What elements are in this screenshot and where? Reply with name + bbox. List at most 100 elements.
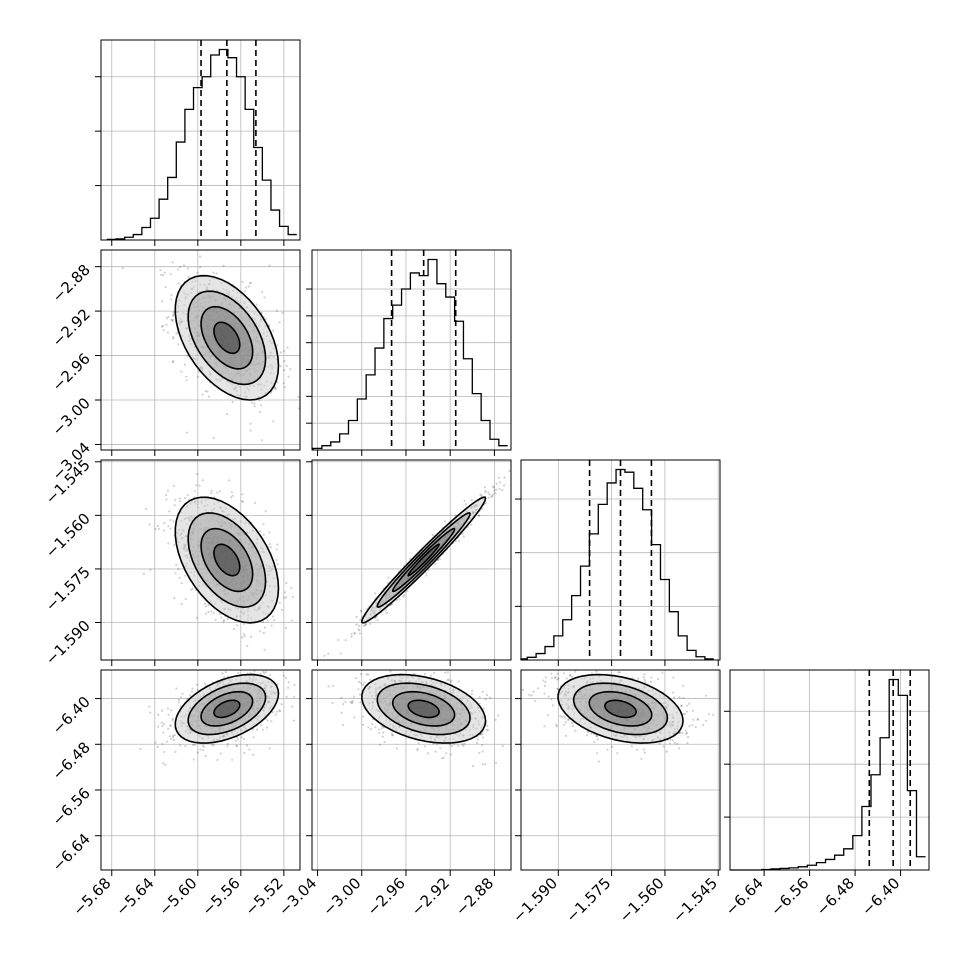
sample-point xyxy=(180,370,183,373)
sample-point xyxy=(350,633,353,636)
sample-point xyxy=(270,624,273,627)
sample-point xyxy=(276,683,279,686)
sample-point xyxy=(148,523,151,526)
sample-point xyxy=(481,750,484,753)
sample-point xyxy=(440,757,444,760)
sample-point xyxy=(479,493,482,496)
sample-point xyxy=(199,255,202,258)
sample-point xyxy=(643,673,646,676)
sample-point xyxy=(185,379,188,382)
sample-point xyxy=(172,311,175,314)
sample-point xyxy=(367,673,370,676)
sample-point xyxy=(359,701,362,704)
sample-point xyxy=(378,731,381,734)
sample-point xyxy=(367,726,370,729)
sample-point xyxy=(204,605,207,608)
sample-point xyxy=(678,696,681,699)
sample-point xyxy=(264,626,267,629)
sample-point xyxy=(244,290,247,293)
sample-point xyxy=(275,309,278,312)
sample-point xyxy=(220,616,223,619)
sample-point xyxy=(434,750,437,753)
sample-point xyxy=(491,485,494,488)
sample-point xyxy=(481,736,484,739)
sample-point xyxy=(177,282,180,285)
sample-point xyxy=(262,631,265,635)
sample-point xyxy=(162,762,165,765)
sample-point xyxy=(216,758,219,762)
sample-point xyxy=(279,351,282,354)
sample-point xyxy=(263,648,266,651)
sample-point xyxy=(283,369,286,372)
sample-point xyxy=(171,337,175,340)
panel-frame xyxy=(311,669,512,871)
sample-point xyxy=(245,286,248,289)
sample-point xyxy=(353,631,356,635)
sample-point xyxy=(671,739,675,742)
sample-point xyxy=(173,504,176,507)
contour-line xyxy=(376,682,471,736)
sample-point xyxy=(571,675,574,679)
sample-point xyxy=(354,632,357,635)
sample-point xyxy=(485,693,488,697)
contour-line xyxy=(376,512,471,608)
sample-point xyxy=(206,390,209,393)
sample-point xyxy=(546,714,550,717)
sample-point xyxy=(179,500,182,503)
sample-point xyxy=(210,610,213,613)
sample-point xyxy=(184,744,187,748)
sample-point xyxy=(172,484,176,487)
sample-point xyxy=(278,601,281,604)
sample-point xyxy=(481,763,484,766)
sample-point xyxy=(493,489,496,492)
sample-point xyxy=(201,479,204,482)
sample-point xyxy=(164,493,168,496)
sample-point xyxy=(160,721,163,724)
sample-point xyxy=(476,741,479,745)
sample-point xyxy=(190,690,194,693)
sample-point xyxy=(162,274,165,277)
sample-point xyxy=(166,489,169,492)
sample-point xyxy=(225,413,229,416)
contour-line xyxy=(187,682,267,736)
contour-line xyxy=(361,673,487,744)
sample-point xyxy=(374,726,377,729)
sample-point xyxy=(275,344,279,347)
sample-point xyxy=(276,563,279,566)
sample-point xyxy=(457,680,460,683)
sample-point xyxy=(172,738,176,742)
sample-point xyxy=(258,630,261,633)
sample-point xyxy=(416,749,419,752)
sample-point xyxy=(423,672,427,676)
sample-point xyxy=(449,680,452,684)
sample-point xyxy=(358,693,362,696)
sample-point xyxy=(183,497,187,500)
contour-line xyxy=(391,527,456,593)
sample-point xyxy=(154,528,157,531)
sample-point xyxy=(461,743,464,746)
contour-line xyxy=(174,274,280,401)
sample-point xyxy=(484,502,487,505)
sample-point xyxy=(391,734,394,737)
sample-point xyxy=(187,276,190,279)
contour-line xyxy=(200,305,254,370)
sample-point xyxy=(377,728,380,731)
sample-point xyxy=(167,525,170,528)
sample-point xyxy=(178,497,181,500)
sample-point xyxy=(501,489,504,492)
sample-point xyxy=(344,700,347,704)
sample-point xyxy=(207,604,210,607)
sample-point xyxy=(521,688,525,692)
sample-point xyxy=(490,495,493,499)
sample-point xyxy=(287,375,290,378)
sample-point xyxy=(222,620,225,623)
sample-point xyxy=(274,388,277,391)
sample-point xyxy=(170,737,173,741)
sample-point xyxy=(165,323,168,326)
sample-point xyxy=(232,627,236,631)
sample-point xyxy=(202,745,205,748)
sample-point xyxy=(212,436,215,439)
sample-point xyxy=(357,688,360,691)
sample-point xyxy=(337,638,340,642)
sample-point xyxy=(166,707,169,710)
